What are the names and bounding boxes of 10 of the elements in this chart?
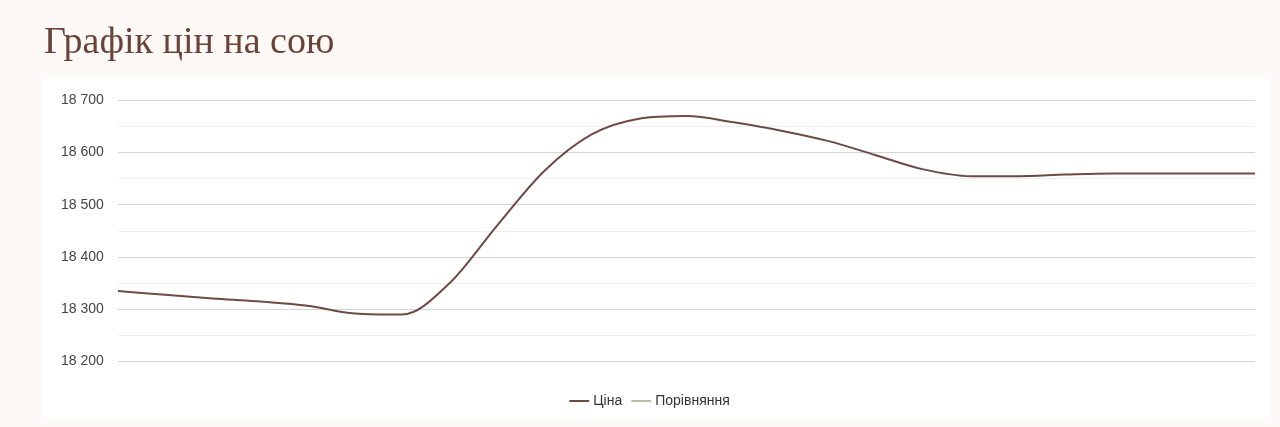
legend-label: Порівняння [655, 391, 730, 408]
y-tick-label: 18 500 [60, 195, 105, 212]
y-tick-label: 18 200 [60, 352, 105, 369]
chart-title: Графік цін на сою [44, 18, 335, 62]
y-tick-label: 18 400 [60, 247, 105, 264]
y-tick-label: 18 600 [60, 143, 105, 160]
y-tick-label: 18 300 [60, 300, 105, 317]
legend-label: Ціна [593, 391, 623, 408]
y-tick-label: 18 700 [60, 91, 105, 108]
line-series [116, 115, 1256, 316]
